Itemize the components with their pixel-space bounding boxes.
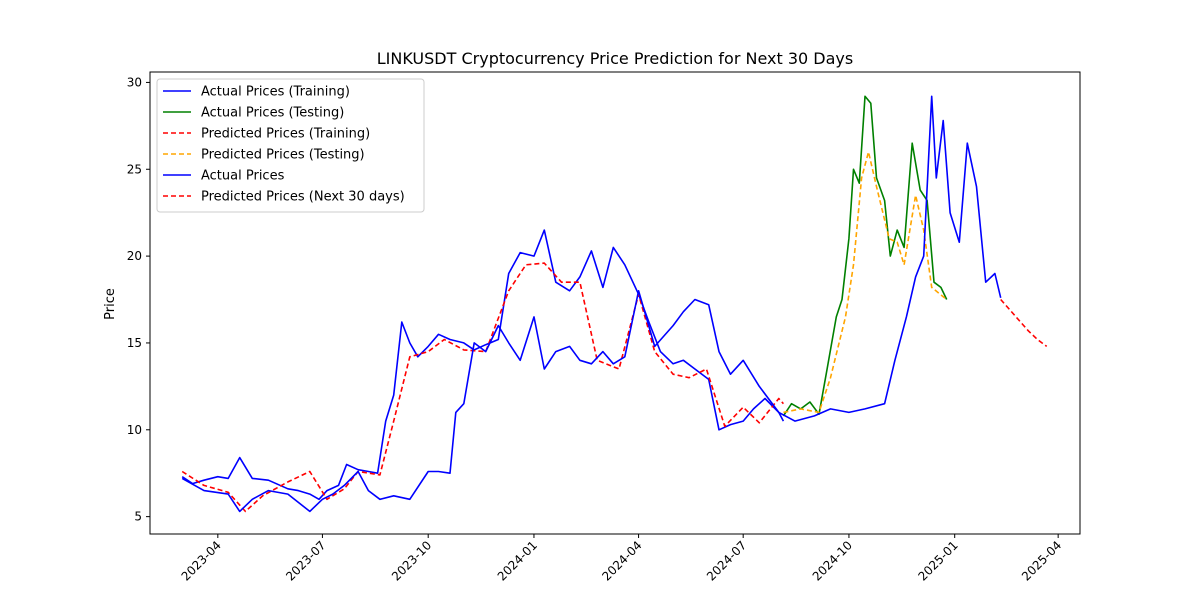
legend-label: Predicted Prices (Testing)	[201, 148, 365, 163]
y-tick-label: 5	[134, 510, 142, 524]
legend-label: Predicted Prices (Training)	[201, 127, 370, 142]
chart-title: LINKUSDT Cryptocurrency Price Prediction…	[377, 49, 853, 68]
y-tick-label: 15	[127, 336, 142, 350]
legend-label: Actual Prices (Training)	[201, 85, 350, 100]
legend: Actual Prices (Training) Actual Prices (T…	[157, 79, 424, 212]
legend-label: Actual Prices	[201, 169, 285, 184]
legend-label: Predicted Prices (Next 30 days)	[201, 190, 405, 205]
y-tick-label: 25	[127, 162, 142, 176]
y-tick-label: 20	[127, 249, 142, 263]
y-tick-label: 10	[127, 423, 142, 437]
y-axis-label: Price	[103, 288, 118, 320]
legend-label: Actual Prices (Testing)	[201, 106, 344, 121]
y-tick-label: 30	[127, 75, 142, 89]
